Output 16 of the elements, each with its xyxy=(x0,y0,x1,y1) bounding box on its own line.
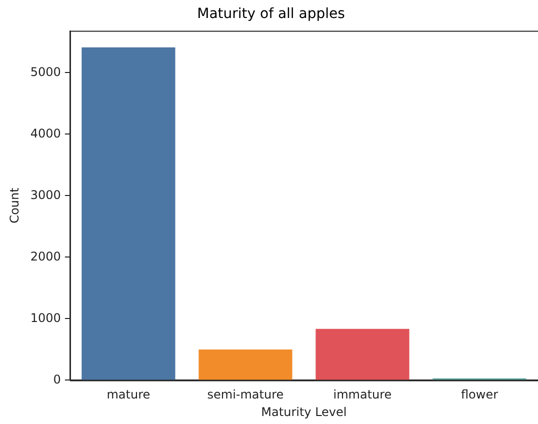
y-tick-label: 3000 xyxy=(30,188,61,202)
y-tick-label: 2000 xyxy=(30,249,61,264)
x-tick-label: immature xyxy=(333,388,392,402)
x-tick-label: flower xyxy=(460,388,498,402)
bar xyxy=(316,328,410,380)
bar xyxy=(198,349,292,380)
y-tick-label: 5000 xyxy=(30,64,61,79)
x-tick-label: mature xyxy=(106,388,150,402)
x-axis-title: Maturity Level xyxy=(261,404,347,419)
bar xyxy=(82,47,176,380)
y-tick-label: 0 xyxy=(53,372,61,386)
y-tick-label: 1000 xyxy=(30,310,61,325)
y-tick-label: 4000 xyxy=(30,126,61,140)
y-axis-title: Count xyxy=(7,187,22,224)
x-tick-label: semi-mature xyxy=(207,388,284,402)
chart-title: Maturity of all apples xyxy=(197,6,345,22)
